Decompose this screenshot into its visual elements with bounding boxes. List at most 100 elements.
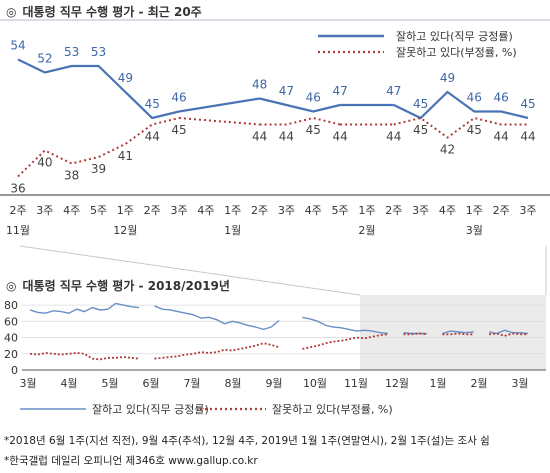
x-tick-week: 4주	[305, 204, 322, 217]
data-label: 45	[306, 123, 321, 137]
data-label: 53	[64, 45, 79, 59]
data-label: 53	[91, 45, 106, 59]
x-month-label: 8월	[224, 377, 241, 390]
data-label: 36	[10, 182, 25, 196]
data-label: 52	[37, 52, 52, 66]
x-tick-month: 12월	[113, 224, 137, 237]
x-tick-week: 3주	[170, 204, 187, 217]
x-tick-week: 2주	[385, 204, 402, 217]
data-label: 49	[118, 71, 133, 85]
legend2-label-1: 잘못하고 있다(부정률, %)	[272, 402, 393, 416]
x-month-label: 12월	[385, 377, 409, 390]
x-tick-month: 11월	[6, 224, 30, 237]
data-label: 46	[467, 91, 482, 105]
x-month-label: 3월	[19, 377, 36, 390]
data-label: 38	[64, 169, 79, 183]
data-label: 44	[252, 130, 267, 144]
x-tick-week: 1주	[358, 204, 375, 217]
x-tick-week: 4주	[197, 204, 214, 217]
series-line-1	[259, 116, 341, 126]
x-month-label: 2월	[470, 377, 487, 390]
x-month-label: 9월	[265, 377, 282, 390]
title-icon: ◎	[6, 279, 17, 293]
y-tick-label: 60	[4, 315, 18, 328]
x-tick-month: 1월	[224, 224, 241, 237]
x-month-label: 6월	[142, 377, 159, 390]
data-label: 44	[494, 130, 509, 144]
series2-line-1	[442, 332, 474, 336]
x-tick-month: 3월	[466, 224, 483, 237]
data-label: 45	[413, 123, 428, 137]
x-tick-month: 2월	[358, 224, 375, 237]
series2-line-1	[302, 333, 389, 350]
data-label: 46	[306, 91, 321, 105]
chart2-title: ◎ 대통령 직무 수행 평가 - 2018/2019년	[6, 279, 230, 293]
x-tick-week: 1주	[466, 204, 483, 217]
series2-line-0	[442, 330, 474, 335]
x-month-label: 5월	[101, 377, 118, 390]
x-tick-week: 3주	[36, 204, 53, 217]
data-label: 45	[145, 97, 160, 111]
series-line-0	[393, 90, 529, 120]
x-tick-week: 4주	[439, 204, 456, 217]
series2-line-1	[154, 342, 280, 360]
data-label: 45	[467, 123, 482, 137]
data-label: 54	[10, 39, 25, 53]
x-month-label: 7월	[183, 377, 200, 390]
series-line-1	[393, 116, 528, 139]
y-tick-label: 80	[4, 299, 18, 312]
x-month-label: 1월	[429, 377, 446, 390]
x-tick-week: 2주	[9, 204, 26, 217]
data-label: 48	[252, 78, 267, 92]
series-line-0	[17, 58, 180, 120]
data-label: 40	[37, 156, 52, 170]
footnote-line-1: *2018년 6월 1주(지선 직전), 9월 4주(추석), 12월 4주, …	[4, 435, 490, 447]
data-label: 45	[171, 123, 186, 137]
x-tick-week: 2주	[493, 204, 510, 217]
legend2-label-0: 잘하고 있다(직무 긍정률)	[92, 402, 209, 416]
data-label: 41	[118, 149, 133, 163]
x-tick-week: 2주	[251, 204, 268, 217]
x-tick-week: 2주	[144, 204, 161, 217]
x-tick-week: 5주	[90, 204, 107, 217]
legend-label-1: 잘못하고 있다(부정률, %)	[396, 45, 517, 59]
series2-line-1	[29, 352, 140, 361]
series2-line-0	[154, 305, 280, 331]
y-tick-label: 40	[4, 332, 18, 345]
series2-line-0	[403, 331, 427, 335]
x-tick-week: 4주	[63, 204, 80, 217]
zoom-connector-left	[19, 245, 361, 296]
series2-line-1	[489, 332, 528, 337]
x-month-label: 11월	[344, 377, 368, 390]
data-label: 39	[91, 162, 106, 176]
data-label: 49	[440, 71, 455, 85]
x-tick-week: 5주	[332, 204, 349, 217]
series-line-0	[259, 97, 341, 113]
x-month-label: 3월	[511, 377, 528, 390]
data-label: 44	[332, 130, 347, 144]
data-label: 45	[520, 97, 535, 111]
data-label: 46	[171, 91, 186, 105]
series2-line-0	[488, 329, 529, 335]
x-tick-week: 1주	[224, 204, 241, 217]
series2-line-0	[29, 302, 140, 314]
y-tick-label: 20	[4, 348, 18, 361]
data-label: 47	[332, 84, 347, 98]
data-label: 44	[520, 130, 535, 144]
x-month-label: 4월	[60, 377, 77, 390]
data-label: 42	[440, 143, 455, 157]
chart1-title: ◎ 대통령 직무 수행 평가 - 최근 20주	[6, 5, 202, 19]
data-label: 44	[145, 130, 160, 144]
x-tick-week: 3주	[278, 204, 295, 217]
x-tick-week: 3주	[519, 204, 536, 217]
footnote-line-2: *한국갤럽 데일리 오피니언 제346호 www.gallup.co.kr	[4, 455, 258, 467]
x-tick-week: 3주	[412, 204, 429, 217]
data-label: 45	[413, 97, 428, 111]
series-gap-line-0	[178, 97, 260, 113]
data-label: 47	[386, 84, 401, 98]
data-label: 44	[279, 130, 294, 144]
series-gap-line-1	[178, 117, 260, 126]
series2-line-0	[302, 316, 389, 335]
data-label: 44	[386, 130, 401, 144]
